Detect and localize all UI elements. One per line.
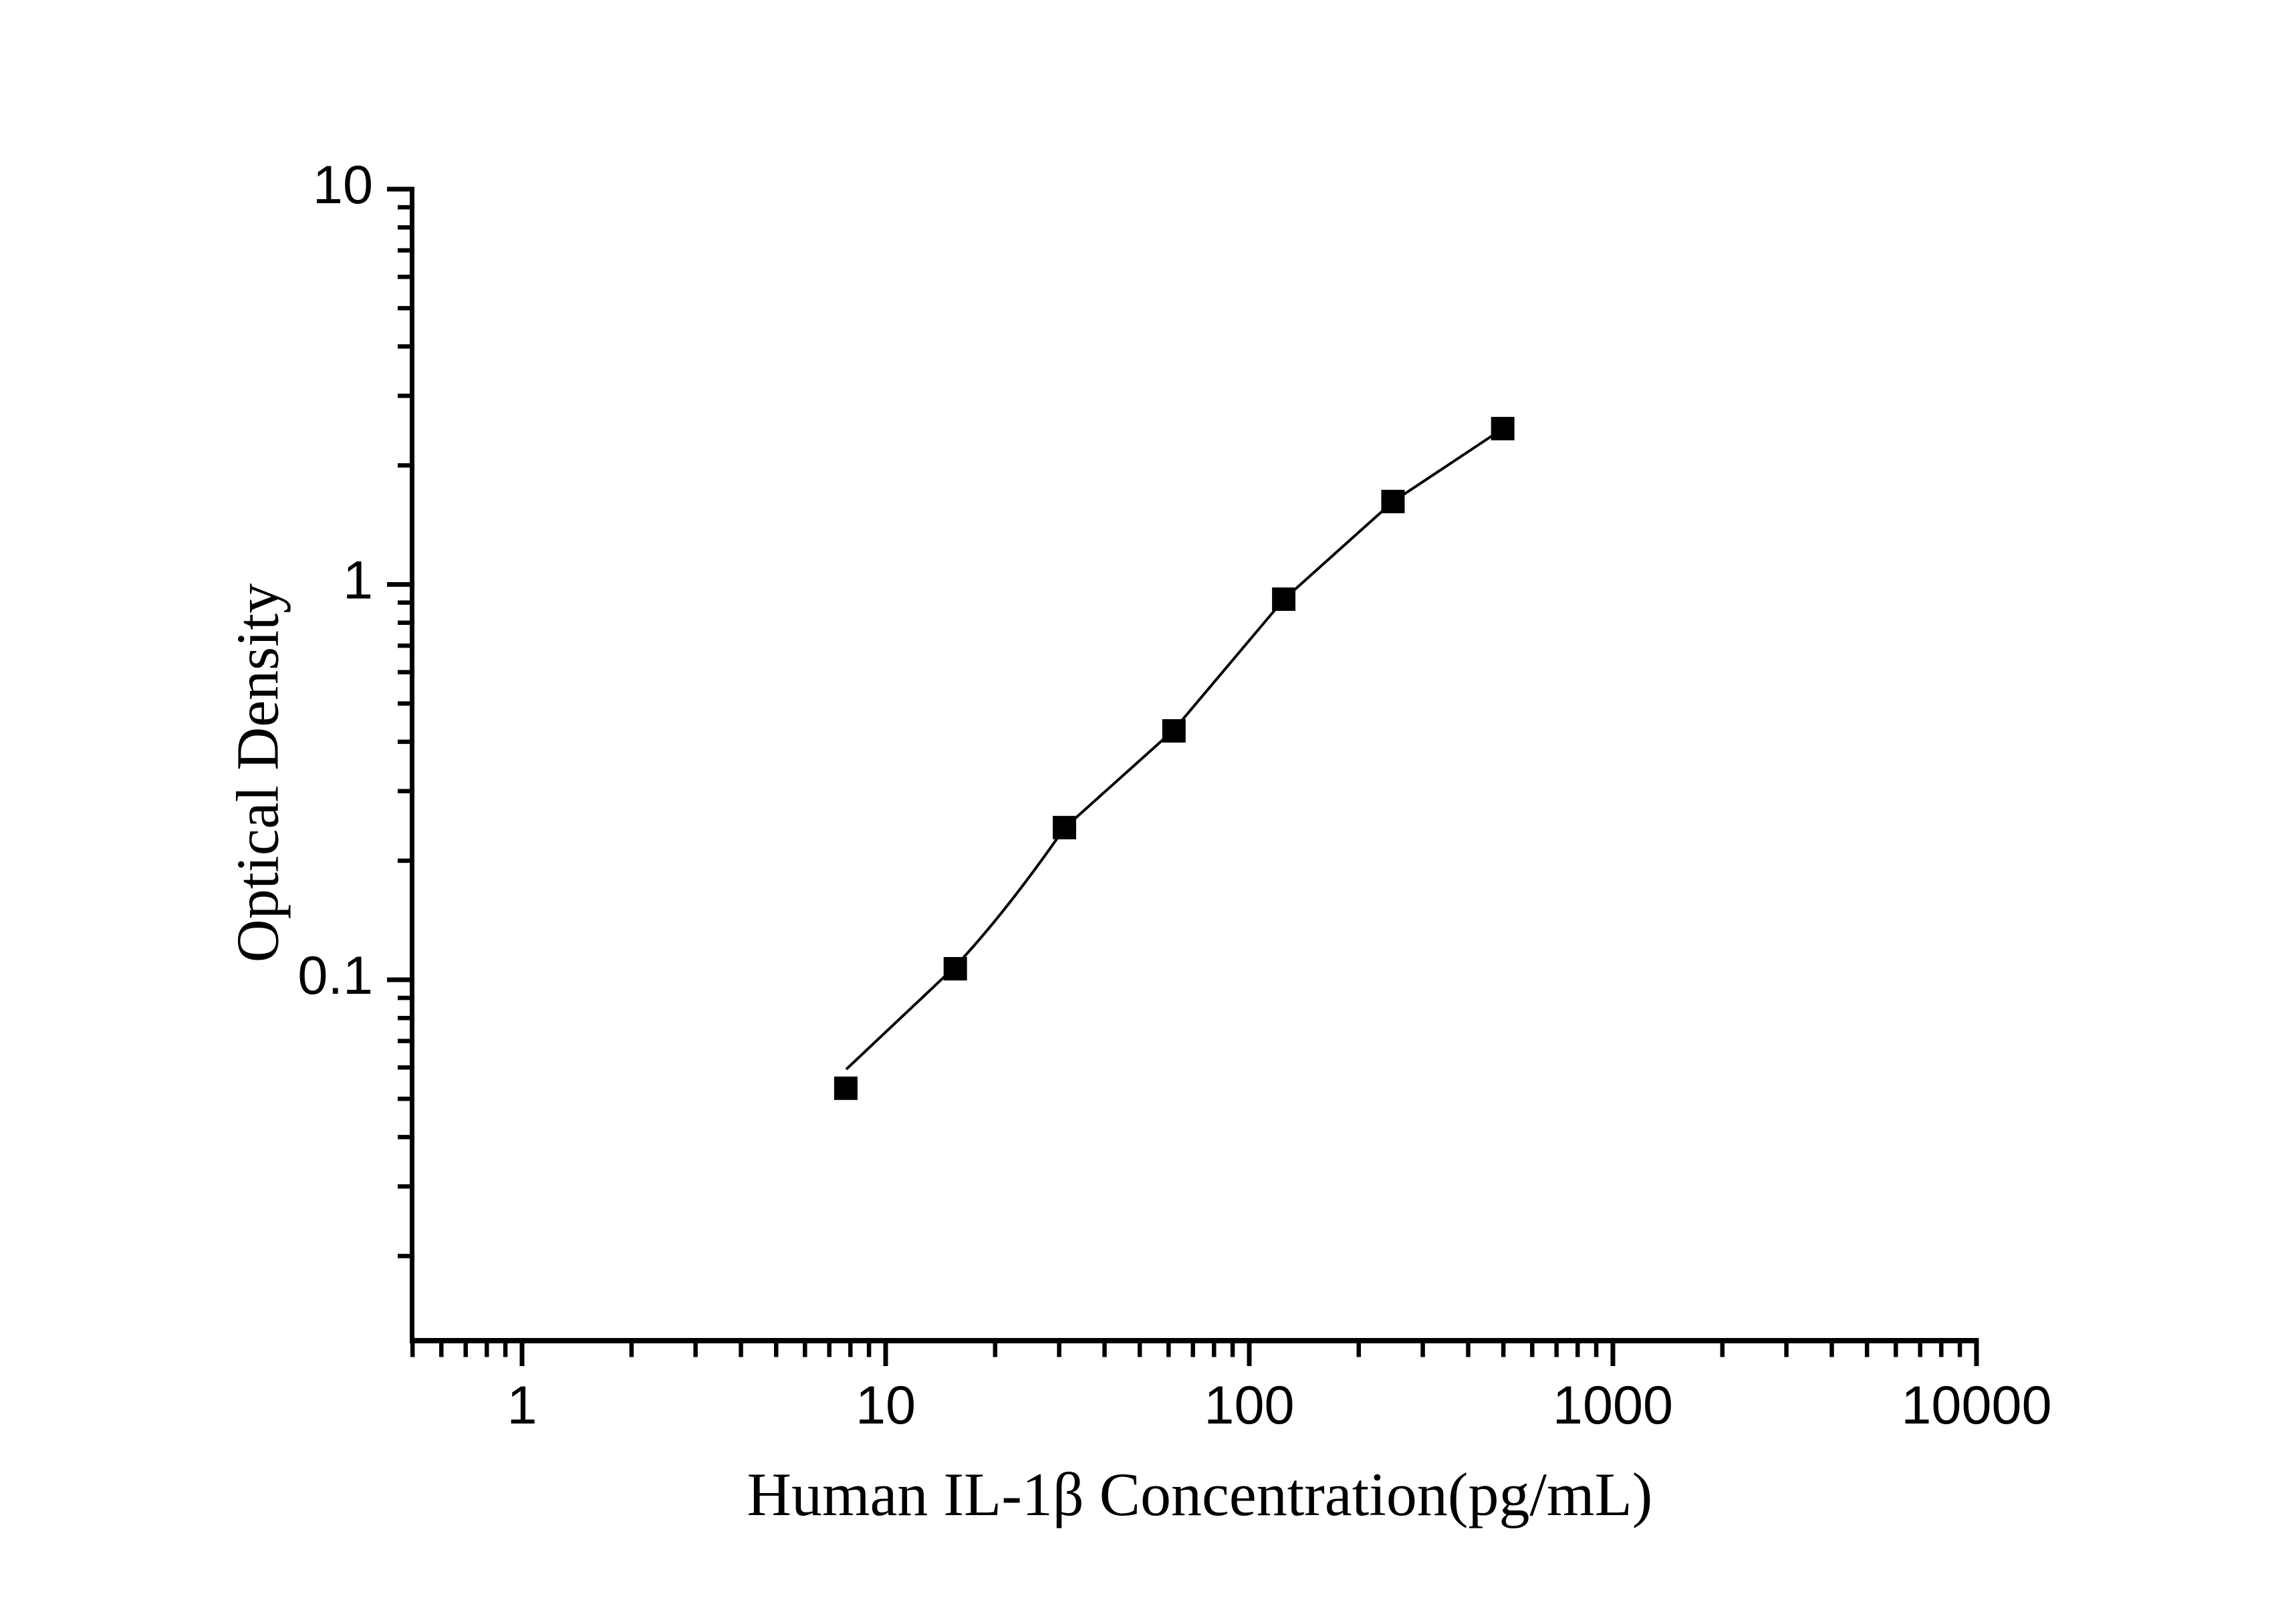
svg-text:10000: 10000	[1901, 1375, 2051, 1436]
svg-text:0.1: 0.1	[297, 946, 373, 1006]
svg-text:1: 1	[343, 551, 373, 611]
svg-text:10: 10	[856, 1375, 916, 1436]
svg-text:1: 1	[507, 1375, 537, 1436]
svg-text:100: 100	[1204, 1375, 1294, 1436]
svg-text:Human IL-1β Concentration(pg/m: Human IL-1β Concentration(pg/mL)	[747, 1460, 1653, 1528]
svg-text:Optical Density: Optical Density	[225, 583, 291, 962]
svg-text:10: 10	[313, 155, 373, 215]
svg-text:1000: 1000	[1553, 1375, 1673, 1436]
